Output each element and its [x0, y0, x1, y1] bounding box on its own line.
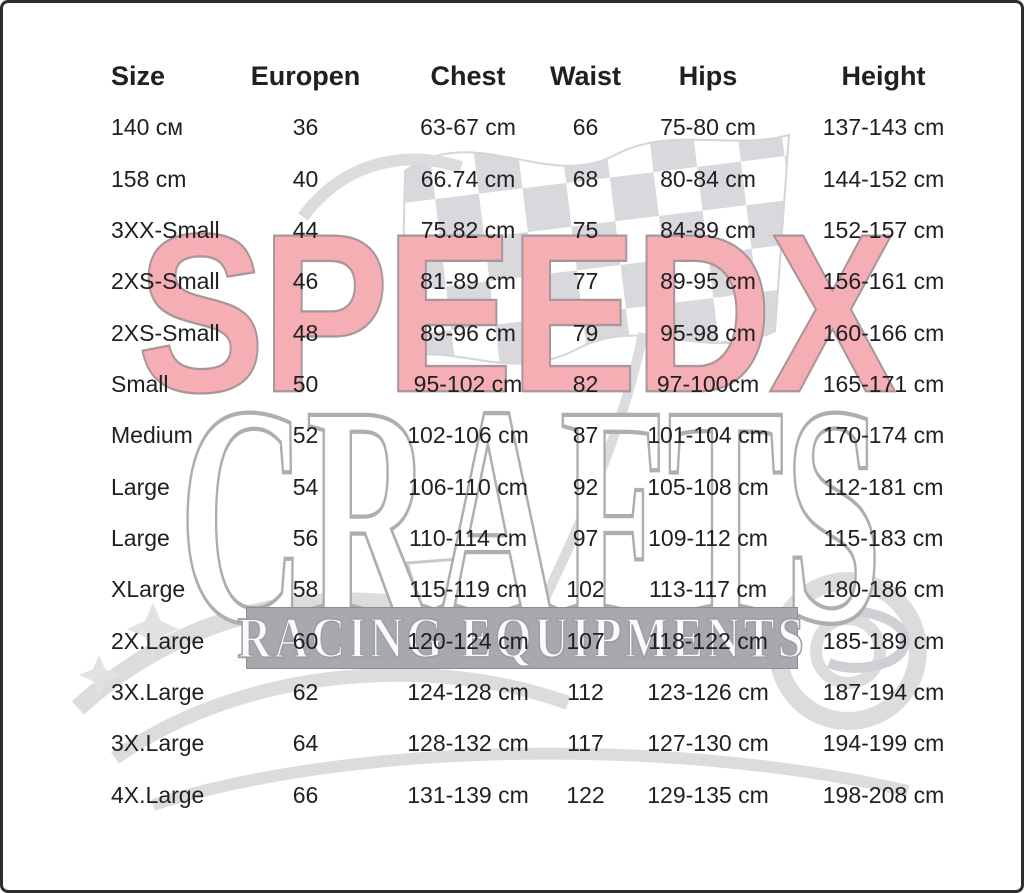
table-cell: 110-114 cm — [408, 524, 528, 551]
table-cell: Medium — [111, 422, 193, 449]
checkered-flag-shape — [399, 133, 791, 365]
column-header: Hips — [678, 60, 738, 91]
table-cell: XLarge — [111, 576, 186, 603]
table-cell: 122 — [566, 781, 605, 808]
table-cell: 128-132 cm — [407, 730, 529, 757]
column-header: Size — [111, 60, 166, 91]
table-cell: 3X.Large — [111, 678, 205, 705]
table-cell: 127-130 cm — [647, 730, 769, 757]
table-cell: 102 — [566, 576, 605, 603]
table-cell: 144-152 cm — [822, 165, 945, 192]
table-cell: 105-108 cm — [647, 473, 769, 500]
table-cell: 66 — [292, 781, 319, 808]
table-cell: 160-166 cm — [822, 319, 945, 346]
table-cell: 180-186 cm — [822, 576, 945, 603]
table-cell: 2XS-Small — [111, 268, 220, 295]
column-header: Europen — [250, 60, 361, 91]
table-cell: 60 — [292, 627, 319, 654]
table-cell: 2X.Large — [111, 627, 205, 654]
table-cell: 117 — [567, 730, 604, 757]
table-cell: 137-143 cm — [822, 114, 945, 141]
table-cell: 118-122 cm — [648, 627, 768, 654]
banner-label: RACING EQUIPMENTS — [237, 605, 807, 672]
table-cell: 109-112 cm — [648, 524, 768, 551]
table-cell: 107 — [566, 627, 605, 654]
table-cell: 56 — [292, 524, 319, 551]
table-cell: 54 — [292, 473, 319, 500]
table-cell: 63-67 cm — [420, 114, 516, 141]
table-cell: 185-189 cm — [822, 627, 945, 654]
racing-equipments-banner: RACING EQUIPMENTS — [237, 605, 805, 672]
table-cell: 89-96 cm — [420, 319, 516, 346]
table-cell: 120-124 cm — [407, 627, 529, 654]
table-cell: 115-183 cm — [823, 524, 944, 551]
table-cell: 68 — [572, 165, 599, 192]
table-cell: 46 — [292, 268, 319, 295]
table-cell: 97 — [572, 524, 599, 551]
table-cell: 170-174 cm — [822, 422, 945, 449]
table-cell: 82 — [572, 370, 599, 397]
table-cell: 112-181 cm — [823, 473, 944, 500]
table-cell: Small — [111, 370, 169, 397]
table-cell: 152-157 cm — [822, 216, 945, 243]
table-cell: 79 — [572, 319, 599, 346]
table-cell: 95-102 cm — [413, 370, 523, 397]
table-cell: 87 — [572, 422, 599, 449]
table-cell: 101-104 cm — [647, 422, 769, 449]
table-cell: 97-100cm — [656, 370, 760, 397]
table-cell: 80-84 cm — [660, 165, 756, 192]
table-cell: 165-171 cm — [822, 370, 945, 397]
table-cell: 81-89 cm — [420, 268, 516, 295]
table-cell: 89-95 cm — [660, 268, 756, 295]
table-cell: 158 cm — [111, 165, 187, 192]
table-cell: 64 — [292, 730, 319, 757]
table-cell: 58 — [292, 576, 319, 603]
column-header: Chest — [430, 60, 506, 91]
table-cell: 194-199 cm — [822, 730, 945, 757]
table-cell: 3XX-Small — [111, 216, 220, 243]
table-cell: 92 — [572, 473, 599, 500]
table-cell: 62 — [292, 678, 319, 705]
column-header: Waist — [550, 60, 622, 91]
table-cell: 115-119 cm — [408, 576, 528, 603]
table-cell: 198-208 cm — [822, 781, 945, 808]
table-cell: 106-110 cm — [408, 473, 528, 500]
brand-watermark-speedx: SPEEDX — [136, 187, 898, 440]
table-cell: 112 — [567, 678, 604, 705]
table-cell: 52 — [292, 422, 319, 449]
table-cell: Large — [111, 524, 170, 551]
table-cell: 95-98 cm — [660, 319, 756, 346]
table-cell: 3X.Large — [111, 730, 205, 757]
table-cell: 36 — [292, 114, 319, 141]
table-cell: 75 — [572, 216, 599, 243]
table-cell: 75-80 cm — [660, 114, 756, 141]
table-cell: 4X.Large — [111, 781, 205, 808]
size-table: Size Europen Chest Waist Hips Height 140 см 36 6… — [85, 50, 969, 821]
table-cell: Large — [111, 473, 170, 500]
table-cell: 77 — [572, 268, 599, 295]
table-cell: 2XS-Small — [111, 319, 220, 346]
table-cell: 156-161 cm — [822, 268, 945, 295]
table-cell: 48 — [292, 319, 319, 346]
table-cell: 66 — [572, 114, 599, 141]
table-cell: 131-139 cm — [407, 781, 529, 808]
table-cell: 84-89 cm — [660, 216, 756, 243]
table-cell: 129-135 cm — [647, 781, 769, 808]
table-cell: 44 — [292, 216, 319, 243]
table-cell: 50 — [292, 370, 319, 397]
table-cell: 75.82 cm — [420, 216, 516, 243]
column-header: Height — [841, 60, 926, 91]
table-cell: 66.74 cm — [420, 165, 516, 192]
table-cell: 187-194 cm — [822, 678, 945, 705]
table-cell: 113-117 cm — [648, 576, 768, 603]
table-cell: 40 — [292, 165, 319, 192]
table-cell: 123-126 cm — [647, 678, 769, 705]
table-cell: 102-106 cm — [407, 422, 529, 449]
table-cell: 124-128 cm — [407, 678, 529, 705]
table-cell: 140 см — [111, 114, 184, 141]
